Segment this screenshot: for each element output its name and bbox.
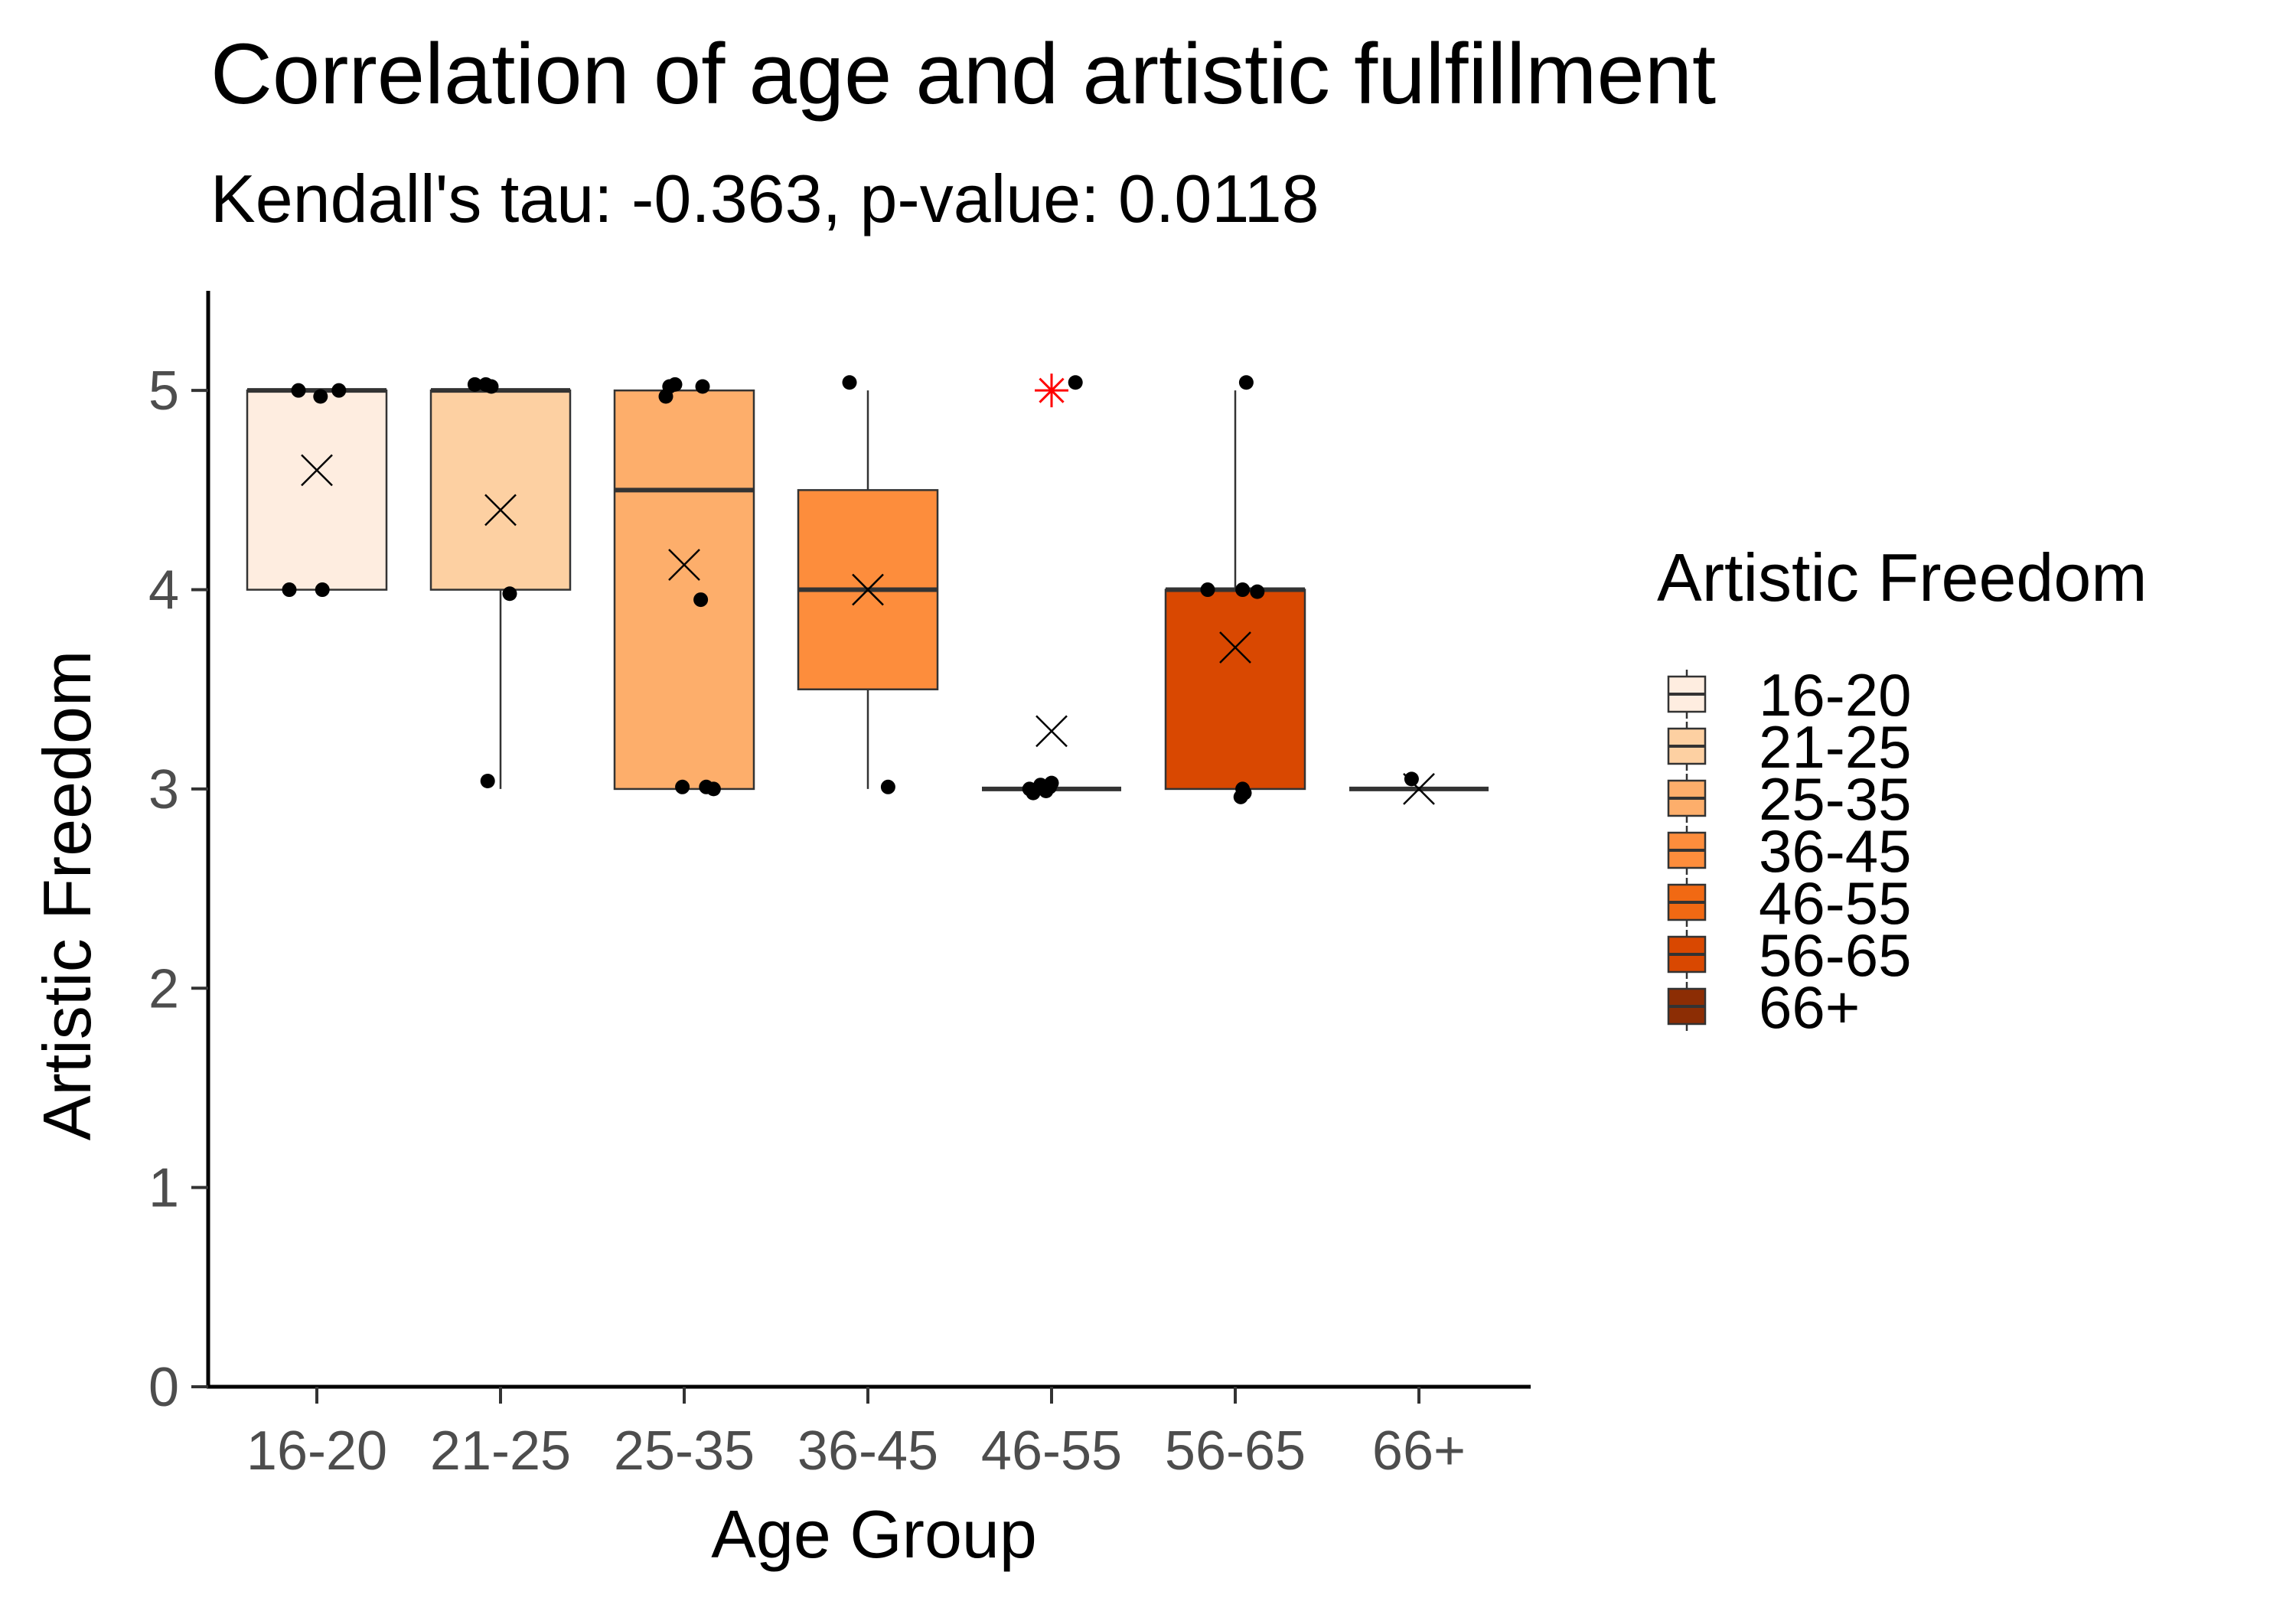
legend-item-21-25: 21-25	[1667, 713, 1912, 781]
x-tick-label: 16-20	[246, 1420, 387, 1482]
legend-label: 16-20	[1759, 661, 1912, 729]
y-tick-label: 2	[148, 958, 179, 1019]
data-point	[658, 389, 673, 404]
data-point	[880, 779, 895, 794]
data-point	[1238, 375, 1254, 390]
y-tick-label: 0	[148, 1357, 179, 1418]
mean-marker	[668, 549, 700, 581]
data-point	[1044, 775, 1059, 791]
data-point	[842, 375, 857, 390]
mean-marker	[484, 494, 517, 527]
x-tick-label: 66+	[1372, 1420, 1466, 1482]
data-point	[695, 379, 710, 394]
mean-marker	[852, 573, 884, 606]
data-point	[1404, 771, 1419, 787]
data-point	[1235, 582, 1251, 598]
y-axis-title: Artistic Freedom	[29, 651, 105, 1141]
outlier-marker	[1035, 373, 1068, 408]
data-point	[480, 773, 495, 788]
legend-label: 36-45	[1759, 817, 1912, 885]
legend-title: Artistic Freedom	[1657, 540, 2148, 615]
data-point	[1250, 584, 1265, 599]
mean-stroke	[852, 573, 884, 606]
outlier-stroke	[1039, 377, 1065, 403]
x-tick-label: 25-35	[614, 1420, 755, 1482]
y-tick-label: 3	[148, 759, 179, 820]
mean-stroke	[1403, 773, 1435, 805]
mean-marker	[1219, 631, 1251, 664]
legend-label: 56-65	[1759, 921, 1912, 989]
data-point	[706, 781, 721, 797]
data-point	[1200, 582, 1215, 598]
y-tick-label: 4	[148, 560, 179, 621]
box-56-65	[1164, 589, 1306, 791]
legend-item-66+: 66+	[1667, 973, 1860, 1041]
legend-label: 25-35	[1759, 765, 1912, 833]
mean-stroke	[301, 454, 333, 487]
x-tick-label: 46-55	[981, 1420, 1122, 1482]
legend-item-16-20: 16-20	[1667, 661, 1912, 729]
legend-label: 66+	[1759, 973, 1860, 1041]
data-point	[484, 379, 499, 394]
legend-item-56-65: 56-65	[1667, 921, 1912, 989]
legend-item-25-35: 25-35	[1667, 765, 1912, 833]
mean-marker	[1403, 773, 1435, 805]
box-21-25	[429, 389, 572, 591]
data-point	[291, 383, 306, 398]
legend-label: 21-25	[1759, 713, 1912, 781]
mean-stroke	[1035, 715, 1068, 748]
data-point	[331, 383, 347, 398]
box-16-20	[246, 389, 388, 591]
mean-marker	[1035, 715, 1068, 748]
y-tick-label: 5	[148, 360, 179, 422]
chart-subtitle: Kendall's tau: -0.363, p-value: 0.0118	[210, 161, 1319, 236]
y-tick-label: 1	[148, 1158, 179, 1219]
x-tick-label: 56-65	[1165, 1420, 1306, 1482]
data-point	[313, 389, 328, 404]
data-point	[693, 592, 709, 608]
data-point	[282, 582, 297, 598]
data-point	[675, 779, 690, 794]
x-axis-title: Age Group	[711, 1496, 1037, 1572]
legend-label: 46-55	[1759, 869, 1912, 937]
mean-marker	[301, 454, 333, 487]
x-tick-label: 21-25	[430, 1420, 571, 1482]
data-point	[467, 377, 482, 392]
mean-stroke	[1219, 631, 1251, 664]
data-point	[1237, 785, 1252, 801]
data-point	[667, 377, 683, 392]
legend-item-46-55: 46-55	[1667, 869, 1912, 937]
box-25-35	[613, 389, 755, 791]
data-point	[315, 582, 330, 598]
data-point	[502, 586, 517, 602]
x-tick-label: 36-45	[797, 1420, 938, 1482]
chart-title: Correlation of age and artistic fulfillm…	[210, 26, 1716, 122]
legend-item-36-45: 36-45	[1667, 817, 1912, 885]
data-point	[1068, 375, 1083, 390]
mean-stroke	[484, 494, 517, 527]
mean-stroke	[668, 549, 700, 581]
